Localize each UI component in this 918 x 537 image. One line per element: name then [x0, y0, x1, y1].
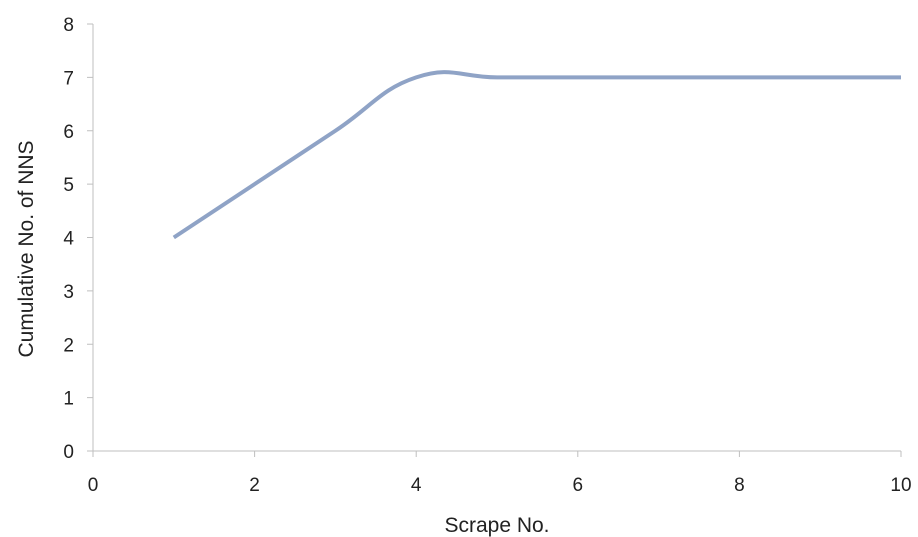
x-tick-label: 6 [573, 475, 584, 496]
x-tick-labels: 0 2 4 6 8 10 [88, 475, 912, 496]
data-point [576, 75, 580, 79]
x-tick-label: 2 [249, 475, 260, 496]
data-point [495, 75, 499, 79]
x-axis-title: Scrape No. [444, 514, 549, 537]
y-tick-labels: 0 1 2 3 4 5 6 7 8 [63, 15, 74, 463]
y-axis-title: Cumulative No. of NNS [15, 140, 38, 357]
data-point [818, 75, 822, 79]
data-point [253, 182, 257, 186]
y-tick-label: 3 [63, 282, 74, 303]
y-axis [87, 23, 94, 452]
y-tick-label: 4 [63, 229, 74, 250]
x-tick-label: 0 [88, 475, 99, 496]
y-tick-label: 7 [63, 68, 74, 89]
series-line [172, 70, 901, 240]
y-tick-label: 8 [63, 15, 74, 36]
y-tick-label: 0 [63, 442, 74, 463]
y-tick-label: 1 [63, 389, 74, 410]
y-tick-label: 2 [63, 335, 74, 356]
x-tick-label: 8 [734, 475, 745, 496]
y-tick-label: 6 [63, 122, 74, 143]
data-point [737, 75, 741, 79]
data-point [172, 236, 176, 240]
data-point [333, 129, 337, 133]
data-point [899, 75, 903, 79]
data-point [657, 75, 661, 79]
x-axis [92, 450, 902, 457]
y-tick-label: 5 [63, 175, 74, 196]
x-tick-label: 4 [411, 475, 422, 496]
x-tick-label: 10 [890, 475, 911, 496]
series-layer [172, 70, 903, 240]
data-point [414, 75, 418, 79]
